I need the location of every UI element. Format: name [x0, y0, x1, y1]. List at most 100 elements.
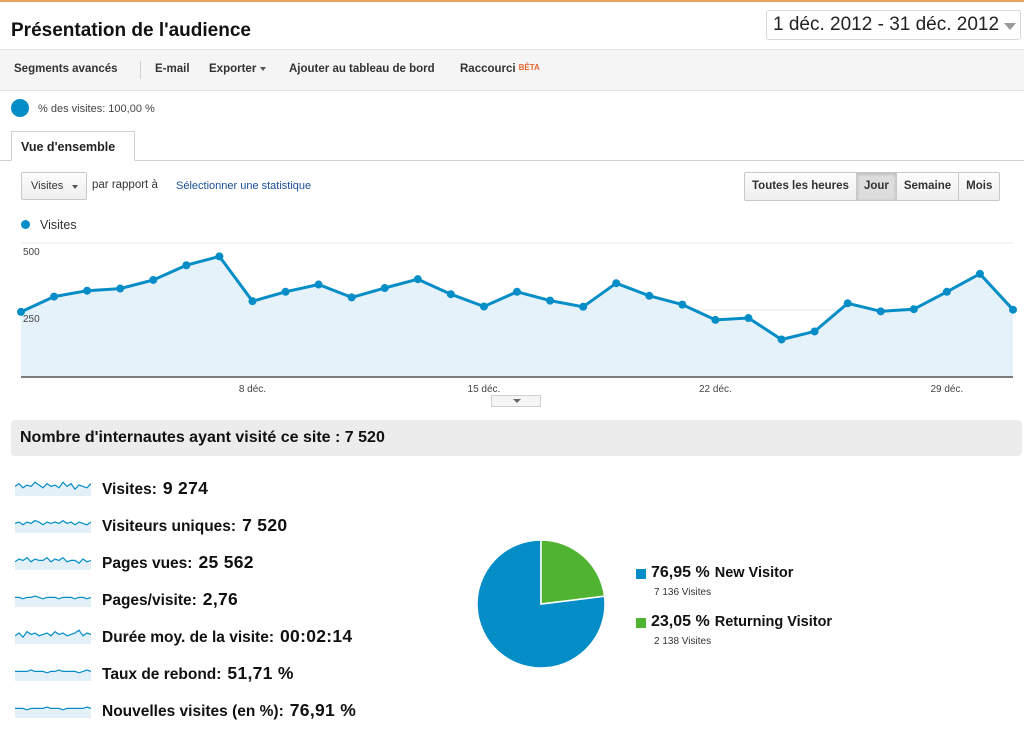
data-point [645, 291, 654, 300]
stat-label: Taux de rebond: 51,71 % [102, 663, 294, 684]
x-tick-label: 22 déc. [699, 384, 732, 395]
sparkline-icon[interactable] [15, 696, 91, 718]
stat-value: 9 274 [162, 478, 209, 498]
advanced-segments-button[interactable]: Segments avancés [14, 63, 118, 75]
stat-value: 25 562 [198, 552, 254, 572]
metric-select-value: Visites [31, 180, 64, 192]
data-point [1009, 305, 1017, 314]
metric-select[interactable]: Visites [21, 172, 87, 200]
report-toolbar: Segments avancés E-mail Exporter Ajouter… [0, 49, 1024, 91]
tab-bar-line [0, 160, 1024, 161]
returning-visitor-visits: 2 138 Visites [654, 636, 712, 647]
pie-legend-new-visitor: 76,95 % New Visitor 7 136 Visites [636, 564, 896, 600]
x-tick-label: 15 déc. [468, 384, 501, 395]
new-visitor-swatch [636, 569, 646, 579]
stat-row: Visiteurs uniques: 7 520 [15, 509, 455, 537]
data-point [678, 300, 687, 309]
day-button[interactable]: Jour [856, 173, 897, 200]
stat-row: Pages vues: 25 562 [15, 546, 455, 574]
sparkline-icon[interactable] [15, 548, 91, 570]
sparkline-icon[interactable] [15, 474, 91, 496]
sparkline-icon[interactable] [15, 622, 91, 644]
month-button[interactable]: Mois [959, 173, 1000, 200]
toolbar-divider [140, 61, 141, 79]
data-point [579, 302, 588, 311]
new-visitor-percent-row: 76,95 % New Visitor [651, 564, 793, 582]
stat-label-text: Nouvelles visites (en %): [102, 703, 284, 720]
chart-collapse-handle[interactable] [491, 395, 541, 407]
stat-label-text: Pages/visite: [102, 592, 197, 609]
data-point [380, 284, 389, 293]
data-point [513, 287, 521, 296]
tab-overview[interactable]: Vue d'ensemble [11, 131, 135, 161]
sparkline-icon[interactable] [15, 585, 91, 607]
chevron-down-icon [72, 185, 78, 189]
data-point [975, 269, 984, 278]
chevron-down-icon [260, 66, 267, 71]
data-point [612, 279, 621, 288]
summary-title: Nombre d'internautes ayant visité ce sit… [11, 420, 1022, 456]
compare-prefix: par rapport à [92, 179, 158, 191]
select-metric-link[interactable]: Sélectionner une statistique [176, 180, 312, 192]
stat-label-text: Visiteurs uniques: [102, 518, 237, 535]
stat-label: Visites: 9 274 [102, 478, 208, 499]
week-button[interactable]: Semaine [896, 173, 960, 200]
data-point [909, 305, 918, 314]
export-button[interactable]: Exporter [209, 63, 267, 75]
hourly-button[interactable]: Toutes les heures [745, 173, 857, 200]
returning-visitor-swatch [636, 618, 646, 628]
stat-label: Pages/visite: 2,76 [102, 589, 238, 610]
granularity-buttons: Toutes les heures Jour Semaine Mois [744, 172, 1001, 201]
stat-label: Visiteurs uniques: 7 520 [102, 515, 287, 536]
sparkline-icon[interactable] [15, 511, 91, 533]
stat-row: Durée moy. de la visite: 00:02:14 [15, 620, 455, 648]
stat-value: 7 520 [242, 515, 288, 535]
stat-label: Nouvelles visites (en %): 76,91 % [102, 700, 356, 721]
y-tick-label: 250 [23, 314, 40, 325]
page-title: Présentation de l'audience [11, 20, 251, 41]
add-to-dashboard-button[interactable]: Ajouter au tableau de bord [289, 63, 435, 75]
beta-badge: BÊTA [518, 63, 540, 72]
data-point [50, 292, 59, 301]
sparkline-icon[interactable] [15, 659, 91, 681]
pie-slice-returning-visitor[interactable] [540, 539, 606, 605]
data-point [777, 335, 786, 344]
shortcut-button[interactable]: Raccourci BÊTA [460, 63, 540, 75]
date-range-picker[interactable]: 1 déc. 2012 - 31 déc. 2012 [766, 10, 1021, 40]
visits-line-chart: 500 250 8 déc. 15 déc. 22 déc. 29 déc. [17, 242, 1017, 395]
returning-visitor-percent: 23,05 % [651, 613, 710, 630]
data-point [182, 261, 191, 270]
y-tick-label: 500 [23, 247, 40, 258]
visitor-type-pie-chart [476, 539, 606, 669]
x-tick-label: 29 déc. [930, 384, 963, 395]
new-visitor-percent: 76,95 % [651, 564, 710, 581]
email-button[interactable]: E-mail [155, 63, 190, 75]
date-range-label: 1 déc. 2012 - 31 déc. 2012 [773, 14, 1000, 35]
data-point [876, 307, 885, 316]
stat-label-text: Taux de rebond: [102, 666, 222, 683]
stat-value: 2,76 [202, 589, 239, 609]
data-point [843, 299, 852, 308]
new-visitor-visits: 7 136 Visites [654, 587, 712, 598]
new-visitor-name: New Visitor [714, 565, 794, 581]
segment-label: % des visites: 100,00 % [38, 103, 155, 115]
returning-visitor-percent-row: 23,05 % Returning Visitor [651, 613, 832, 631]
stat-label: Pages vues: 25 562 [102, 552, 254, 573]
data-point [281, 287, 290, 296]
stat-row: Visites: 9 274 [15, 472, 455, 500]
pie-legend-returning-visitor: 23,05 % Returning Visitor 2 138 Visites [636, 613, 896, 649]
area-fill [21, 256, 1013, 377]
stat-label: Durée moy. de la visite: 00:02:14 [102, 626, 352, 647]
data-point [479, 302, 488, 311]
stat-row: Taux de rebond: 51,71 % [15, 657, 455, 685]
data-point [83, 286, 92, 295]
stat-row: Pages/visite: 2,76 [15, 583, 455, 611]
stat-label-text: Durée moy. de la visite: [102, 629, 274, 646]
data-point [149, 275, 158, 284]
data-point [744, 314, 753, 323]
shortcut-label: Raccourci [460, 63, 516, 75]
legend-visits-marker [21, 220, 30, 229]
top-accent-line [0, 0, 1024, 2]
pie-slice-new-visitor[interactable] [476, 539, 606, 669]
export-label: Exporter [209, 63, 257, 75]
